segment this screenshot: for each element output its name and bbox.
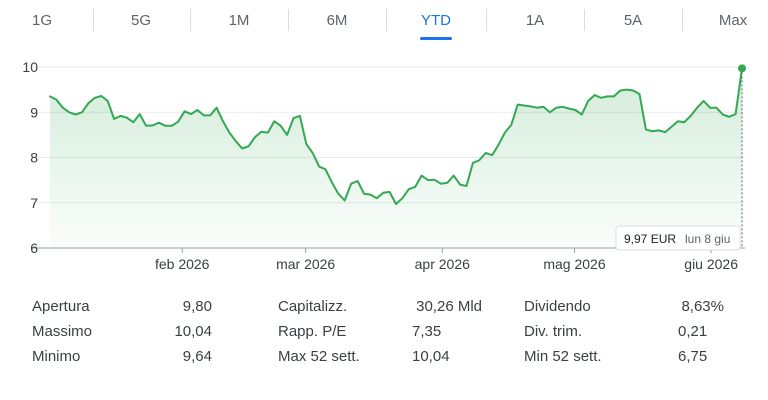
tab-divider [386,9,387,31]
stats-panel: Apertura 9,80 Massimo 10,04 Minimo 9,64 … [0,292,768,382]
stat-value-max-52: 10,04 [412,348,450,365]
stat-label-apertura: Apertura [32,298,90,315]
stat-label-div-trim: Div. trim. [524,323,583,340]
tab-divider [288,9,289,31]
price-line [49,67,743,206]
x-tick-label: mar 2026 [276,256,335,272]
tab-1m[interactable]: 1M [228,12,250,29]
tab-1g[interactable]: 1G [31,12,53,29]
tab-ytd-label: YTD [421,12,451,29]
stat-label-rapp-pe: Rapp. P/E [278,323,347,340]
stat-label-capitalizzazione: Capitalizz. [278,298,348,315]
stat-value-div-trim: 0,21 [678,323,708,340]
stat-label-min-52: Min 52 sett. [524,348,602,365]
tab-divider [93,9,94,31]
stat-value-min-52: 6,75 [678,348,708,365]
x-tick-label: feb 2026 [155,256,210,272]
y-tick-label: 10 [22,59,38,75]
x-tick-label: mag 2026 [543,256,605,272]
tab-divider [584,9,585,31]
stat-label-max-52: Max 52 sett. [278,348,360,365]
tab-ytd[interactable]: YTD [420,10,452,40]
tab-divider [486,9,487,31]
tab-5a[interactable]: 5A [623,12,643,29]
x-tick-label: apr 2026 [415,256,470,272]
stat-label-dividendo: Dividendo [524,298,591,315]
stat-value-rapp-pe: 7,35 [412,323,442,340]
x-tick-label: giu 2026 [684,256,738,272]
tab-max[interactable]: Max [718,12,748,29]
stat-value-massimo: 10,04 [174,323,212,340]
stat-value-apertura: 9,80 [182,298,212,315]
price-area-fill [50,68,742,249]
range-tabs: 1G 5G 1M 6M YTD 1A 5A Max [0,0,768,40]
current-price-dot [738,64,746,73]
tab-divider [190,9,191,31]
price-tooltip: 9,97 EUR lun 8 giu [615,225,741,251]
tab-divider [682,9,683,31]
stat-value-minimo: 9,64 [182,348,212,365]
y-tick-label: 6 [30,240,38,256]
tooltip-price: 9,97 EUR [624,232,676,246]
active-tab-indicator [420,37,452,40]
tab-6m[interactable]: 6M [326,12,348,29]
stat-value-dividendo: 8,63% [681,298,724,315]
y-tick-label: 8 [30,150,38,166]
stat-label-minimo: Minimo [32,348,81,365]
stat-value-capitalizzazione: 30,26 Mld [416,298,482,315]
y-tick-label: 7 [30,195,38,211]
price-chart[interactable]: 6 7 8 9 10 feb 2026 mar 2026 apr 2026 mag 2026 g… [0,50,768,280]
stat-label-massimo: Massimo [32,323,93,340]
tab-5g[interactable]: 5G [130,12,152,29]
tab-1a[interactable]: 1A [525,12,545,29]
tooltip-date: lun 8 giu [685,232,730,246]
y-tick-label: 9 [30,104,38,120]
